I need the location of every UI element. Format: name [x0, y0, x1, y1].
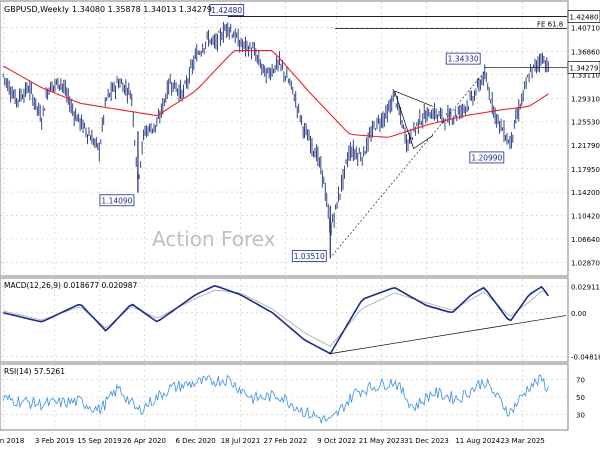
right-price-box [567, 61, 600, 74]
price-label-box [469, 151, 505, 164]
macd-panel [0, 277, 569, 363]
price-y-tick-label: 1.40710 [571, 25, 600, 33]
x-tick-label: 24 Jun 2018 [0, 437, 24, 445]
moving-average-line [3, 50, 549, 138]
price-y-tick-label: 1.29310 [571, 95, 600, 103]
price-label-box [209, 4, 245, 16]
price-label: 1.20990 [471, 153, 502, 162]
price-label-box [291, 250, 327, 262]
price-label-box [99, 194, 135, 207]
rsi-title: RSI(14) 57.5261 [4, 367, 65, 376]
x-tick-label: 18 Jul 2021 [221, 437, 261, 445]
price-y-tick-label: 1.17950 [571, 166, 600, 174]
rsi-panel [0, 363, 569, 431]
grid-layer [1, 2, 567, 429]
triangle-pattern [394, 90, 434, 150]
x-tick-label: 9 Oct 2022 [317, 437, 356, 445]
right-price-box [567, 10, 600, 23]
x-tick-label: 6 Dec 2020 [176, 437, 216, 445]
price-label: 1.34330 [448, 55, 479, 64]
x-tick-label: 3 Feb 2019 [35, 437, 74, 445]
symbol-label: GBPUSD,Weekly [4, 5, 69, 14]
macd-title: MACD(12,26,9) 0.018677 0.020987 [4, 281, 138, 290]
watermark: Action Forex [152, 227, 276, 251]
macd-y-tick-label: -0.048189 [571, 354, 600, 362]
x-tick-label: 31 Dec 2023 [404, 437, 449, 445]
price-label: 1.03510 [294, 252, 325, 261]
x-tick-label: 27 Feb 2022 [264, 437, 308, 445]
x-tick-label: 23 Mar 2025 [500, 437, 544, 445]
x-tick-label: 26 Apr 2020 [123, 437, 166, 445]
price-y-tick-label: 1.02870 [571, 259, 600, 267]
price-y-tick-label: 1.21790 [571, 142, 600, 150]
rsi-y-tick-label: 50 [576, 394, 585, 402]
right-price-label: 1.42480 [570, 14, 599, 22]
price-label-box [445, 52, 481, 65]
macd-trendline [330, 315, 567, 354]
price-y-tick-label: 1.14200 [571, 189, 600, 197]
rsi-layer [2, 374, 549, 425]
price-panel [0, 0, 569, 277]
macd-y-tick-label: 0.029114 [571, 283, 600, 291]
price-label: 1.42480 [211, 6, 242, 15]
x-tick-label: 15 Sep 2019 [77, 437, 121, 445]
price-y-tick-label: 1.10420 [571, 213, 600, 221]
macd-layer [3, 284, 567, 355]
right-price-label: 1.34279 [570, 64, 599, 72]
rsi-y-tick-label: 30 [576, 412, 585, 420]
price-y-tick-label: 1.33110 [571, 72, 600, 80]
ohlc-label: 1.34080 1.35878 1.34013 1.34279 [72, 5, 212, 14]
rsi-line [2, 374, 549, 425]
price-label: 1.14090 [101, 196, 132, 205]
price-layer: FE 61.8 1.42480 1.14090 1.03510 1.34330 1.209… [2, 4, 567, 262]
price-y-tick-label: 1.36860 [571, 48, 600, 56]
x-tick-label: 11 Aug 2024 [455, 437, 500, 445]
macd-y-tick-label: 0.00 [571, 310, 587, 318]
price-y-tick-label: 1.25530 [571, 119, 600, 127]
x-tick-label: 21 May 2023 [359, 437, 405, 445]
macd-line [3, 284, 549, 355]
price-y-tick-label: 1.06640 [571, 236, 600, 244]
fe-label: FE 61.8 [537, 21, 563, 29]
rsi-y-tick-label: 70 [576, 376, 585, 384]
